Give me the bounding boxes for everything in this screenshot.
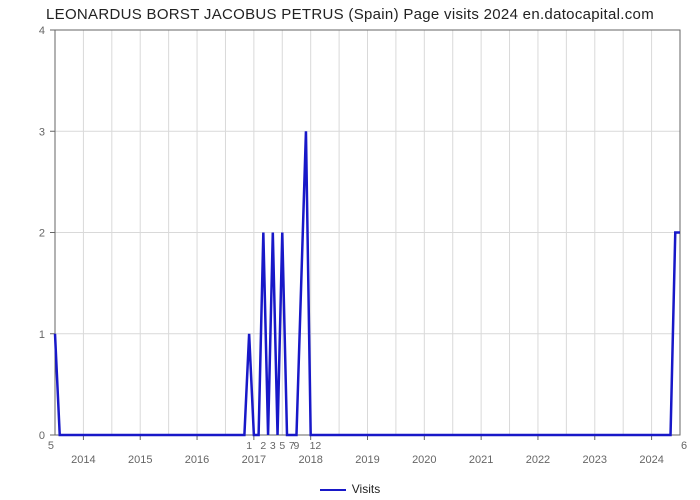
- svg-text:0: 0: [39, 430, 45, 442]
- legend-swatch: [320, 489, 346, 491]
- svg-text:2015: 2015: [128, 454, 152, 466]
- svg-text:2: 2: [39, 228, 45, 240]
- svg-text:2014: 2014: [71, 454, 95, 466]
- svg-text:12: 12: [310, 440, 322, 452]
- svg-text:3: 3: [39, 126, 45, 138]
- svg-text:2023: 2023: [583, 454, 607, 466]
- svg-text:2022: 2022: [526, 454, 550, 466]
- svg-text:2017: 2017: [242, 454, 266, 466]
- svg-text:2: 2: [260, 440, 266, 452]
- legend-label: Visits: [352, 482, 380, 496]
- legend: Visits: [0, 482, 700, 496]
- svg-text:4: 4: [39, 25, 45, 37]
- svg-text:2016: 2016: [185, 454, 209, 466]
- svg-text:2018: 2018: [298, 454, 322, 466]
- svg-text:9: 9: [294, 440, 300, 452]
- svg-text:1: 1: [39, 329, 45, 341]
- svg-text:5: 5: [279, 440, 285, 452]
- svg-text:1: 1: [246, 440, 252, 452]
- svg-text:2021: 2021: [469, 454, 493, 466]
- svg-text:5: 5: [48, 440, 54, 452]
- svg-text:2020: 2020: [412, 454, 436, 466]
- svg-text:6: 6: [681, 440, 687, 452]
- svg-text:2019: 2019: [355, 454, 379, 466]
- svg-text:3: 3: [270, 440, 276, 452]
- chart-svg: 0123420142015201620172018201920202021202…: [0, 0, 700, 500]
- chart-container: LEONARDUS BORST JACOBUS PETRUS (Spain) P…: [0, 0, 700, 500]
- svg-text:2024: 2024: [639, 454, 663, 466]
